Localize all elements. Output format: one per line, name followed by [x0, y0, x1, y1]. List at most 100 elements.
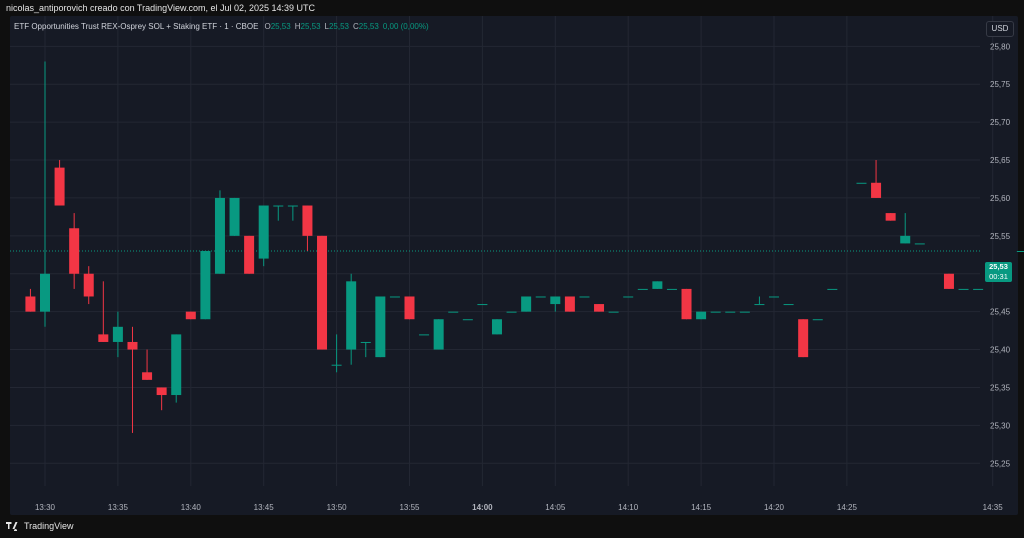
candle-body — [681, 288, 692, 320]
price-tick-label: 25,35 — [990, 383, 1011, 392]
time-tick-label: 14:35 — [983, 503, 1004, 512]
last-price-value: 25,53 — [989, 262, 1008, 271]
high-label: H — [294, 22, 301, 31]
candle-body — [958, 288, 969, 290]
candle-body — [360, 341, 371, 343]
bar-countdown: 00:31 — [989, 272, 1008, 281]
price-tick-label: 25,55 — [990, 232, 1011, 241]
candle-body — [491, 319, 502, 335]
open-value: 25,53 — [270, 22, 291, 31]
time-tick-label: 13:40 — [181, 503, 202, 512]
candle-body — [389, 296, 400, 298]
time-tick-label: 14:10 — [618, 503, 639, 512]
candle-body — [798, 319, 809, 358]
candle-body — [98, 334, 109, 342]
price-tick-label: 25,65 — [990, 156, 1011, 165]
candle-body — [637, 288, 648, 290]
candle-body — [273, 205, 284, 207]
last-price-tag: 25,53 00:31 — [985, 262, 1012, 282]
close-value: 25,53 — [358, 22, 379, 31]
chart-panel[interactable] — [10, 16, 1018, 515]
candle-body — [827, 288, 838, 290]
candles-group — [25, 61, 1024, 433]
candle-body — [112, 326, 123, 342]
candle-body — [448, 311, 459, 313]
candle-body — [171, 334, 182, 396]
candle-body — [623, 296, 634, 298]
currency-button[interactable]: USD — [986, 21, 1014, 37]
candle-body — [69, 228, 80, 274]
candle-body — [608, 311, 619, 313]
price-tick-label: 25,70 — [990, 118, 1011, 127]
candle-body — [433, 319, 444, 350]
candle-body — [754, 304, 765, 306]
candle-body — [696, 311, 707, 320]
candle-body — [900, 235, 911, 244]
price-tick-label: 25,60 — [990, 194, 1011, 203]
candle-body — [419, 334, 430, 336]
candle-body — [244, 235, 255, 274]
chart-credit: nicolas_antiporovich creado con TradingV… — [6, 3, 316, 13]
change-value: 0,00 (0,00%) — [382, 22, 429, 31]
candle-body — [856, 182, 867, 184]
candle-body — [769, 296, 779, 298]
candle-body — [666, 288, 677, 290]
price-tick-label: 25,40 — [990, 346, 1011, 355]
time-tick-label: 13:35 — [108, 503, 129, 512]
time-tick-label: 13:50 — [327, 503, 348, 512]
symbol-title: ETF Opportunities Trust REX-Osprey SOL +… — [14, 22, 259, 31]
time-tick-label: 13:30 — [35, 503, 56, 512]
time-tick-label: 13:45 — [254, 503, 275, 512]
candle-body — [710, 311, 721, 313]
price-tick-label: 25,80 — [990, 42, 1011, 51]
candle-body — [783, 304, 794, 306]
tradingview-footer[interactable]: TradingView — [6, 521, 74, 531]
candle-body — [40, 273, 50, 312]
tradingview-logo-icon — [6, 521, 18, 531]
candle-body — [83, 273, 94, 297]
candle-body — [156, 387, 167, 396]
candle-body — [885, 213, 896, 221]
candle-body — [564, 296, 575, 312]
price-tick-label: 25,75 — [990, 80, 1011, 89]
candle-body — [973, 288, 984, 290]
candle-body — [594, 304, 605, 312]
candle-body — [477, 304, 488, 306]
candle-body — [54, 167, 65, 206]
low-label: L — [324, 22, 329, 31]
time-tick-label: 14:25 — [837, 503, 858, 512]
candle-body — [287, 205, 298, 207]
candle-body — [404, 296, 415, 320]
time-tick-label: 14:00 — [472, 503, 493, 512]
time-tick-label: 14:05 — [545, 503, 566, 512]
candle-body — [943, 273, 954, 289]
candle-body — [579, 296, 590, 298]
candle-body — [1016, 251, 1024, 252]
candle-body — [185, 311, 196, 320]
candle-body — [739, 311, 750, 313]
candle-body — [506, 311, 517, 313]
candle-body — [302, 205, 313, 236]
candle-body — [346, 281, 357, 350]
candle-body — [871, 182, 882, 198]
price-tick-label: 25,45 — [990, 308, 1011, 317]
candle-body — [214, 197, 225, 274]
candle-body — [375, 296, 386, 358]
time-axis: 13:30 13:35 13:40 13:45 13:50 13:55 14:00 14:05… — [35, 503, 1003, 512]
ohlc-values: O25,53 H25,53 L25,53 C25,53 0,00 (0,00%) — [264, 22, 428, 31]
candle-body — [550, 296, 561, 305]
time-tick-label: 14:15 — [691, 503, 712, 512]
candle-body — [914, 243, 925, 245]
open-label: O — [264, 22, 271, 31]
candle-body — [331, 364, 342, 366]
candle-body — [535, 296, 546, 298]
candle-body — [812, 319, 823, 321]
price-tick-label: 25,25 — [990, 459, 1011, 468]
time-tick-label: 14:20 — [764, 503, 785, 512]
high-value: 25,53 — [300, 22, 321, 31]
candle-body — [725, 311, 736, 313]
candle-body — [462, 319, 473, 321]
candle-body — [652, 281, 663, 289]
candle-body — [200, 251, 211, 320]
